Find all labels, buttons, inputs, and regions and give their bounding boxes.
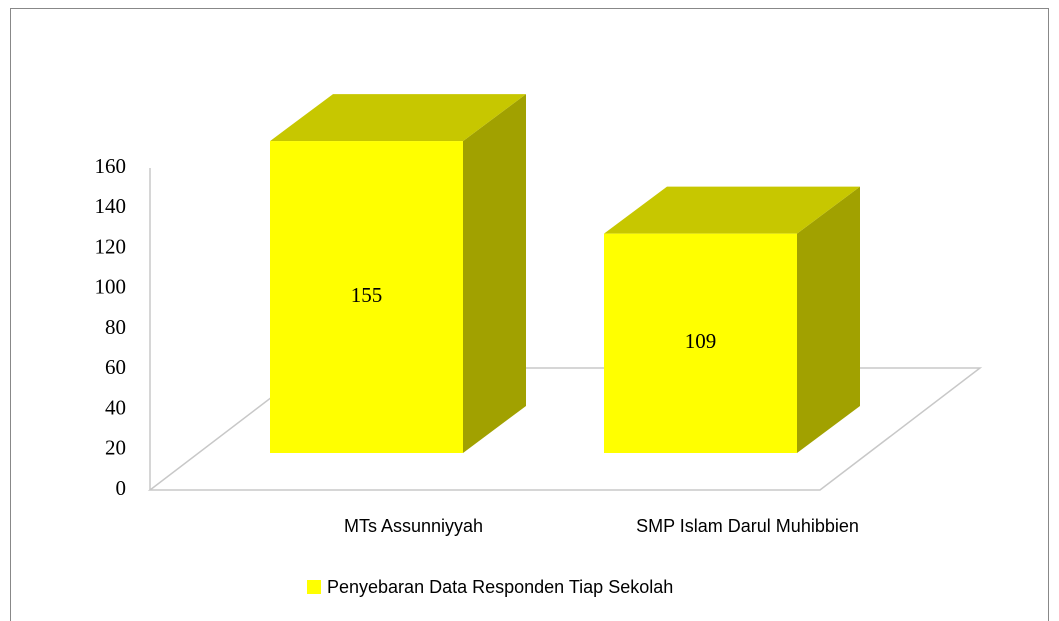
legend-swatch	[307, 580, 321, 594]
chart-border	[10, 8, 1049, 621]
y-tick-label: 80	[105, 315, 126, 339]
y-tick-label: 100	[95, 275, 127, 299]
legend-label: Penyebaran Data Responden Tiap Sekolah	[327, 577, 673, 597]
data-label: 109	[685, 329, 717, 353]
bar-top	[604, 186, 860, 234]
x-tick-label: SMP Islam Darul Muhibbien	[636, 516, 859, 536]
y-tick-label: 120	[95, 234, 127, 258]
y-tick-label: 40	[105, 395, 126, 419]
y-tick-label: 60	[105, 355, 126, 379]
bar-top	[270, 94, 526, 142]
bar-side	[463, 94, 526, 453]
bar	[270, 141, 463, 453]
bar-side	[797, 186, 860, 453]
y-tick-label: 140	[95, 194, 127, 218]
x-tick-label: MTs Assunniyyah	[344, 516, 483, 536]
bar	[604, 233, 797, 453]
data-label: 155	[351, 283, 383, 307]
y-tick-label: 0	[116, 476, 127, 500]
y-tick-label: 20	[105, 436, 126, 460]
y-tick-label: 160	[95, 154, 127, 178]
